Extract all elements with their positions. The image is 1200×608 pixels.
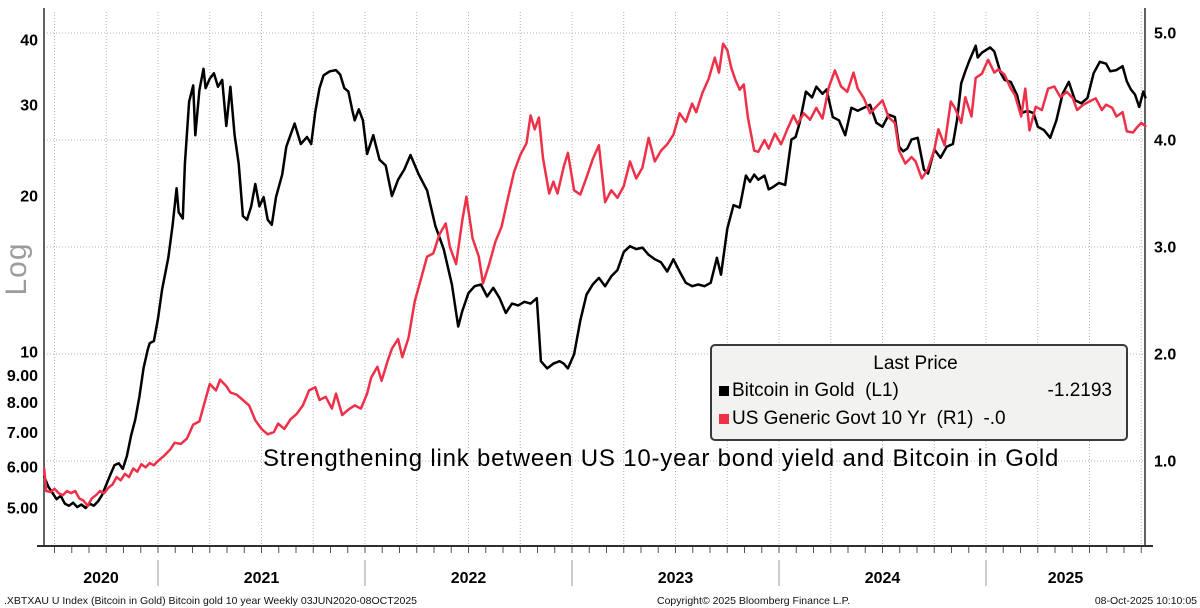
left-axis-tick-label: 6.00 <box>7 460 38 477</box>
footer-timestamp: 08-Oct-2025 10:10:05 <box>1094 595 1197 607</box>
left-axis-tick-label: 7.00 <box>7 425 38 442</box>
left-axis-tick-label: 30 <box>20 97 38 114</box>
legend-marker-bitcoin-in-gold <box>719 386 729 396</box>
legend-label: US Generic Govt 10 Yr (R1) <box>732 408 974 429</box>
left-axis-tick-label: 20 <box>20 189 38 206</box>
chart-annotation-text: Strengthening link between US 10-year bo… <box>263 445 1060 472</box>
left-axis-scale-label: Log <box>0 242 33 296</box>
series-line-us-generic-govt-10-yr <box>42 42 1147 508</box>
right-axis-tick-label: 1.0 <box>1154 454 1176 471</box>
legend-rows: Bitcoin in Gold (L1) -1.2193 US Generic Go… <box>719 377 1112 433</box>
year-label: 2025 <box>1048 570 1084 587</box>
year-label: 2021 <box>244 570 280 587</box>
right-axis-tick-label: 5.0 <box>1154 26 1176 43</box>
legend-last-price-value: -1.2193 <box>1047 380 1112 401</box>
left-axis-tick-label: 10 <box>20 345 38 362</box>
left-axis-tick-label: 8.00 <box>7 395 38 412</box>
legend-item-bitcoin-in-gold[interactable]: Bitcoin in Gold (L1) -1.2193 <box>719 377 1112 405</box>
left-axis-tick-label: 9.00 <box>7 368 38 385</box>
legend-item-us-10yr-yield[interactable]: US Generic Govt 10 Yr (R1) -.0 <box>719 405 1112 433</box>
year-label: 2022 <box>451 570 487 587</box>
right-axis-tick-label: 2.0 <box>1154 347 1176 364</box>
legend-title: Last Price <box>873 353 958 374</box>
left-axis-tick-label: 40 <box>20 33 38 50</box>
legend-label: Bitcoin in Gold (L1) <box>732 380 899 401</box>
year-label: 2023 <box>658 570 694 587</box>
footer-security-description: .XBTXAU U Index (Bitcoin in Gold) Bitcoi… <box>4 595 418 607</box>
legend-box[interactable]: Last Price Bitcoin in Gold (L1) -1.2193 US… <box>710 344 1128 441</box>
right-axis-tick-label: 3.0 <box>1154 240 1176 257</box>
year-label: 2024 <box>865 570 901 587</box>
year-label: 2020 <box>83 570 119 587</box>
series-line-bitcoin-in-gold <box>42 44 1147 510</box>
legend-last-price-value: -.0 <box>983 408 1006 429</box>
left-axis-tick-label: 5.00 <box>7 501 38 518</box>
footer-copyright: Copyright© 2025 Bloomberg Finance L.P. <box>657 595 851 607</box>
legend-marker-us-10yr-yield <box>719 414 729 424</box>
right-axis-tick-label: 4.0 <box>1154 133 1176 150</box>
